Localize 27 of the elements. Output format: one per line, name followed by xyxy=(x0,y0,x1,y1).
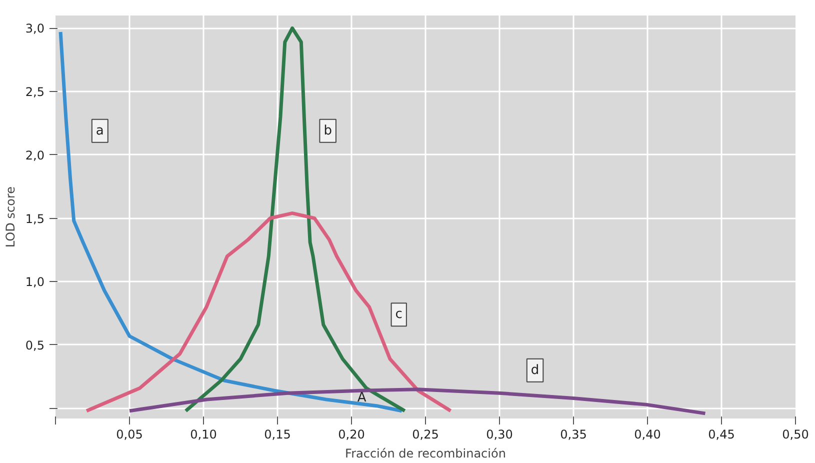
annotation: d xyxy=(530,362,540,378)
line-series xyxy=(84,211,452,413)
annotation: c xyxy=(395,307,402,322)
y-tick-label: 1,5 xyxy=(25,212,45,226)
y-tick-label: 2,0 xyxy=(25,148,45,162)
annotation: A xyxy=(357,390,366,406)
x-axis-title: Fracción de recombinación xyxy=(345,446,506,460)
x-tick-label: 0,50 xyxy=(782,428,809,442)
x-tick-label: 0,05 xyxy=(116,428,143,442)
y-axis-title: LOD score xyxy=(3,186,18,248)
line-series xyxy=(58,30,404,413)
x-tick-label: 0,15 xyxy=(264,428,291,442)
x-tick-label: 0,25 xyxy=(412,428,439,442)
y-tick-label: 1,0 xyxy=(25,275,45,290)
annotation: b xyxy=(324,123,332,138)
line-series xyxy=(128,388,707,416)
x-tick-label: 0,35 xyxy=(560,428,587,442)
x-tick-label: 0,30 xyxy=(486,428,513,442)
line-series xyxy=(184,26,407,413)
annotation: a xyxy=(96,123,104,138)
y-tick-label: 2,5 xyxy=(25,85,45,100)
x-tick-label: 0,45 xyxy=(708,428,735,442)
y-tick-label: 0,5 xyxy=(25,338,45,352)
x-tick-label: 0,10 xyxy=(190,428,217,442)
x-tick-label: 0,40 xyxy=(634,428,661,442)
y-tick-label: 3,0 xyxy=(25,22,45,36)
x-tick-label: 0,20 xyxy=(338,428,365,442)
